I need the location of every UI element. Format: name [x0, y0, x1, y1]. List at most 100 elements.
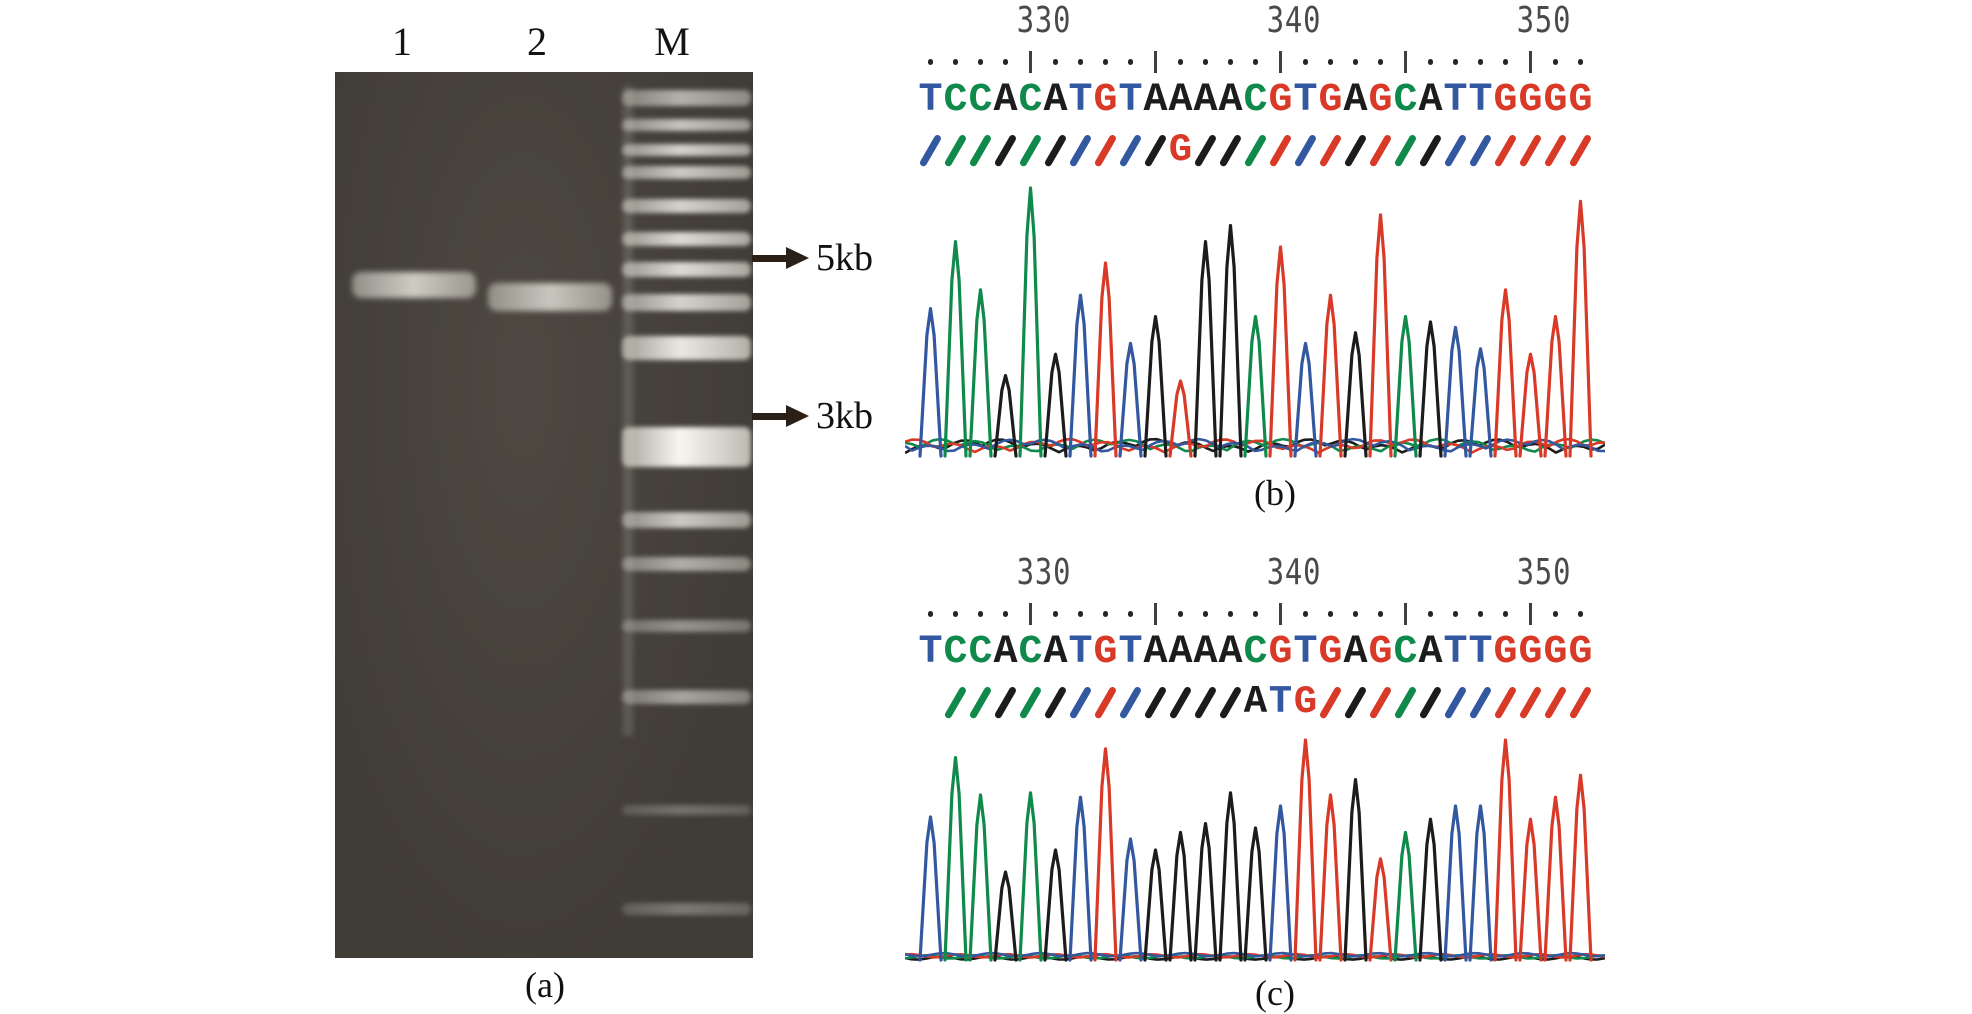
- trace-peak-C: [943, 239, 968, 458]
- ruler-tick-line: [918, 602, 1593, 626]
- gel-sample-band: [488, 283, 612, 311]
- sequence-base: G: [1368, 78, 1393, 123]
- ruler-dot: [1543, 50, 1568, 74]
- sequence-base: T: [1293, 630, 1318, 675]
- sequence-base: T: [1468, 78, 1493, 123]
- match-slash: [993, 128, 1018, 172]
- trace-peak-G: [1518, 817, 1543, 962]
- ruler-dot: [1368, 50, 1393, 74]
- sequence-base: T: [1293, 78, 1318, 123]
- ruler-dot: [918, 602, 943, 626]
- sequence-base: G: [1318, 78, 1343, 123]
- sequence-base: G: [1493, 630, 1518, 675]
- ruler-dot: [1318, 602, 1343, 626]
- ruler-dot: [1318, 50, 1343, 74]
- trace-peak-A: [1218, 791, 1243, 962]
- arrow-head-icon: [786, 247, 809, 269]
- ruler-major-tick: [1143, 602, 1168, 626]
- trace-peak-G: [1493, 738, 1518, 962]
- ruler-dot: [918, 50, 943, 74]
- arrow-shaft: [752, 412, 786, 420]
- sequence-base: A: [1218, 78, 1243, 123]
- sequence-base: A: [1143, 630, 1168, 675]
- ruler-dot: [1568, 50, 1593, 74]
- ruler-dot: [1093, 602, 1118, 626]
- trace-peak-C: [1393, 315, 1418, 458]
- trace-peak-T: [1468, 347, 1493, 458]
- sequence-base: G: [1318, 630, 1343, 675]
- sequence-base: G: [1518, 78, 1543, 123]
- ruler-number: 350: [1516, 0, 1571, 41]
- lane-label-m: M: [654, 19, 690, 64]
- sequence-base: G: [1268, 78, 1293, 123]
- gel-sample-band: [352, 272, 476, 298]
- gel-ladder-band: [622, 690, 751, 704]
- ruler-dot: [1193, 602, 1218, 626]
- marker-label-5kb: 5kb: [816, 237, 873, 279]
- marker-label-3kb: 3kb: [816, 395, 873, 437]
- sequence-base: T: [1443, 78, 1468, 123]
- match-slash: [1193, 680, 1218, 724]
- ruler-dot: [1068, 602, 1093, 626]
- ruler-major-tick: [1018, 50, 1043, 74]
- ruler-major-tick: [1393, 602, 1418, 626]
- chromatogram-trace: [905, 186, 1605, 458]
- trace-peak-C: [943, 756, 968, 962]
- match-slash: [1518, 680, 1543, 724]
- ruler-dot: [1043, 602, 1068, 626]
- trace-peak-C: [1018, 791, 1043, 962]
- trace-peak-G: [1093, 747, 1118, 962]
- trace-peak-T: [1068, 293, 1093, 458]
- ruler-dot: [1418, 602, 1443, 626]
- sequence-base: A: [1193, 78, 1218, 123]
- match-slash: [1568, 680, 1593, 724]
- sequence-base: A: [1168, 78, 1193, 123]
- gel-ladder-band: [622, 199, 751, 213]
- ruler-dot: [1493, 602, 1518, 626]
- ruler-dot: [1418, 50, 1443, 74]
- trace-peak-T: [1268, 804, 1293, 962]
- trace-peak-A: [1343, 331, 1368, 458]
- trace-peak-G: [1543, 315, 1568, 458]
- arrow-shaft: [752, 254, 786, 262]
- match-slash: [1443, 128, 1468, 172]
- sequence-base: A: [1218, 630, 1243, 675]
- ruler-dot: [1043, 50, 1068, 74]
- match-slash: [1143, 128, 1168, 172]
- trace-peak-A: [993, 870, 1018, 962]
- gel-ladder-band: [622, 144, 751, 156]
- gel-ladder-band: [622, 903, 751, 915]
- trace-peak-A: [1193, 821, 1218, 962]
- trace-peak-C: [1018, 186, 1043, 458]
- trace-peak-A: [1168, 830, 1193, 962]
- trace-peak-A: [1043, 352, 1068, 458]
- trace-peak-G: [1093, 261, 1118, 458]
- trace-peak-G: [1568, 773, 1593, 962]
- sequence-base: G: [1543, 78, 1568, 123]
- sequence-base: C: [943, 630, 968, 675]
- match-slash: [1093, 680, 1118, 724]
- ruler-major-tick: [1018, 602, 1043, 626]
- ruler-dot: [1468, 50, 1493, 74]
- match-slash: [1293, 128, 1318, 172]
- gel-ladder-band: [622, 90, 751, 106]
- ruler-dot: [1543, 602, 1568, 626]
- variant-base-letter: G: [1168, 128, 1193, 172]
- trace-peak-T: [1118, 341, 1143, 458]
- ruler-dot: [1118, 50, 1143, 74]
- trace-peak-G: [1568, 199, 1593, 458]
- sequence-base: C: [1393, 78, 1418, 123]
- variant-base-letter: T: [1268, 680, 1293, 724]
- ruler-dot: [1493, 50, 1518, 74]
- ruler-dot: [943, 50, 968, 74]
- trace-peak-A: [1143, 315, 1168, 458]
- lane-label-2: 2: [527, 19, 547, 64]
- trace-peak-A: [1243, 826, 1268, 962]
- ruler-dot: [1443, 602, 1468, 626]
- sequence-base: G: [1568, 630, 1593, 675]
- ruler-dot: [1218, 602, 1243, 626]
- sequence-base: A: [993, 630, 1018, 675]
